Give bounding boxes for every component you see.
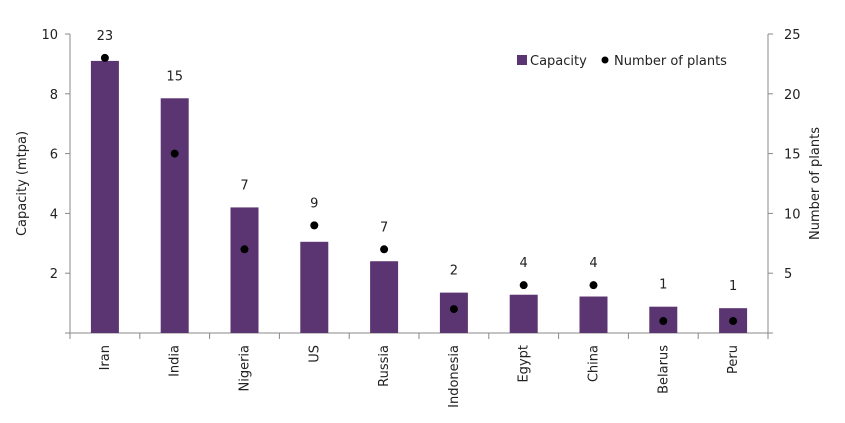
plants-point-indonesia	[449, 305, 458, 314]
capacity-bar-egypt	[509, 294, 538, 333]
plants-data-label: 1	[729, 279, 737, 294]
plants-point-iran	[100, 53, 109, 62]
plants-point-india	[170, 149, 179, 158]
plants-point-us	[310, 221, 319, 230]
category-label-russia: Russia	[377, 345, 392, 387]
plant-points	[100, 53, 738, 326]
right-tick-label: 10	[784, 207, 801, 222]
capacity-bar-iran	[90, 60, 119, 333]
capacity-bar-us	[300, 241, 329, 333]
category-label-peru: Peru	[726, 345, 741, 374]
left-tick-label: 8	[50, 88, 58, 103]
plants-data-label: 4	[589, 256, 597, 271]
plants-data-label: 9	[310, 196, 318, 211]
plants-point-egypt	[519, 281, 528, 290]
left-tick-label: 4	[50, 207, 58, 222]
plants-data-label: 15	[166, 69, 183, 84]
right-axis: 5 10 15 20 25	[767, 28, 801, 334]
plants-data-label: 7	[380, 220, 388, 235]
left-tick-label: 2	[50, 267, 58, 282]
left-axis: 2 4 6 8 10	[41, 28, 71, 334]
plants-data-label: 4	[520, 256, 528, 271]
capacity-bar-russia	[370, 261, 399, 333]
category-label-indonesia: Indonesia	[447, 345, 462, 408]
plants-data-label: 7	[240, 178, 248, 193]
plants-point-peru	[729, 317, 738, 326]
category-label-belarus: Belarus	[656, 345, 671, 394]
left-tick-label: 10	[41, 28, 58, 43]
x-axis	[69, 332, 769, 339]
plants-data-label: 23	[97, 29, 114, 44]
category-label-india: India	[168, 345, 183, 377]
legend-plants-swatch	[601, 56, 609, 64]
plants-point-russia	[380, 245, 389, 254]
legend-capacity-label: Capacity	[530, 54, 587, 69]
capacity-bars	[90, 60, 748, 333]
legend-capacity-swatch	[517, 55, 527, 65]
category-labels: Iran India Nigeria US Russia Indonesia Egypt Ch…	[98, 345, 741, 408]
category-label-nigeria: Nigeria	[238, 345, 253, 392]
right-tick-label: 20	[784, 88, 801, 103]
y-axis-right-title: Number of plants	[808, 127, 823, 240]
right-tick-label: 15	[784, 148, 801, 163]
left-tick-label: 6	[50, 148, 58, 163]
data-labels: 23 15 7 9 7 2 4 4 1 1	[97, 29, 738, 294]
legend-plants-label: Number of plants	[614, 54, 727, 69]
category-label-us: US	[307, 345, 322, 363]
right-tick-label: 25	[784, 28, 801, 43]
plants-data-label: 1	[659, 278, 667, 293]
plants-point-china	[589, 281, 598, 290]
category-label-china: China	[587, 345, 602, 382]
category-label-egypt: Egypt	[517, 345, 532, 383]
capacity-bar-india	[160, 98, 189, 333]
category-label-iran: Iran	[98, 345, 113, 370]
capacity-bar-nigeria	[230, 207, 259, 333]
y-axis-title: Capacity (mtpa)	[15, 131, 30, 236]
plants-point-belarus	[659, 317, 668, 326]
plants-data-label: 2	[450, 264, 458, 279]
plants-point-nigeria	[240, 245, 249, 254]
legend: Capacity Number of plants	[517, 54, 727, 69]
capacity-bar-china	[579, 296, 608, 333]
right-tick-label: 5	[784, 267, 792, 282]
